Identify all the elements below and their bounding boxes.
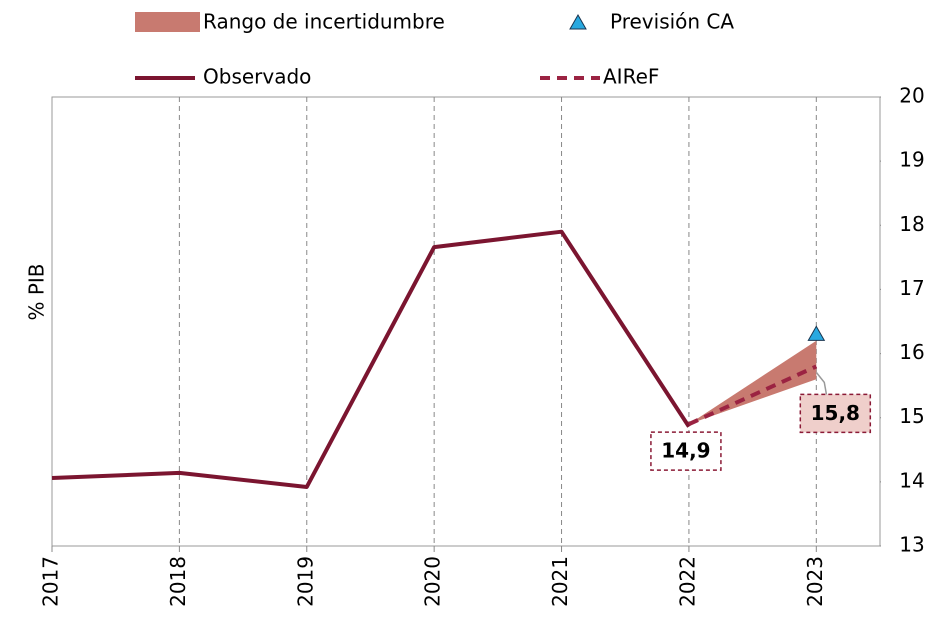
leader-line: [815, 371, 829, 400]
legend-swatch: [135, 12, 200, 32]
legend-marker: [569, 13, 587, 30]
y-tick-label: 19: [899, 148, 924, 172]
y-tick-label: 20: [899, 84, 924, 108]
legend-label: AIReF: [603, 65, 659, 89]
y-tick-label: 14: [899, 468, 924, 492]
x-tick-label: 2021: [548, 556, 572, 607]
uncertainty-band: [688, 340, 817, 425]
label-box: [799, 393, 872, 434]
x-tick-label: 2022: [675, 556, 699, 607]
data-line: [688, 364, 818, 426]
marker: [807, 325, 826, 341]
x-tick-label: 2020: [421, 556, 445, 607]
x-tick-label: 2018: [166, 556, 190, 607]
legend-label: Previsión CA: [610, 10, 734, 34]
x-tick-label: 2023: [803, 556, 827, 607]
data-line: [51, 229, 691, 489]
y-tick-label: 18: [899, 212, 924, 236]
data-label: 15,8: [811, 401, 860, 425]
label-box: [650, 431, 722, 471]
data-label: 14,9: [661, 439, 710, 463]
legend-label: Observado: [203, 65, 311, 89]
y-axis-label: % PIB: [25, 263, 49, 320]
y-tick-label: 16: [899, 340, 924, 364]
x-tick-label: 2017: [39, 556, 63, 607]
plot-frame: [51, 96, 881, 547]
y-tick-label: 15: [899, 404, 924, 428]
x-tick-label: 2019: [293, 556, 317, 607]
legend-label: Rango de incertidumbre: [203, 10, 445, 34]
y-tick-label: 13: [899, 533, 924, 557]
y-tick-label: 17: [899, 276, 924, 300]
